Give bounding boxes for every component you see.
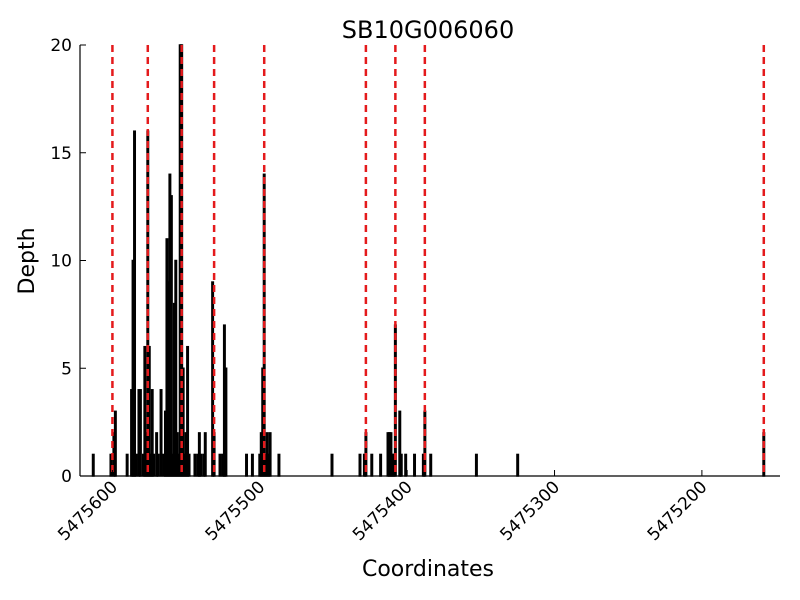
x-tick-label-2: 5475400 <box>349 477 417 545</box>
depth-bar-8 <box>134 453 138 477</box>
depth-bar-51 <box>224 367 228 477</box>
depth-bar-68 <box>379 453 383 477</box>
depth-bar-39 <box>187 453 191 477</box>
depth-bar-62 <box>277 453 281 477</box>
y-axis-label: Depth <box>15 227 40 294</box>
depth-bar-63 <box>330 453 334 477</box>
x-axis-label: Coordinates <box>362 557 494 582</box>
x-tick-label-1: 5475500 <box>202 477 270 545</box>
depth-bar-27 <box>169 195 173 477</box>
x-tick-label-0: 5475600 <box>54 477 122 545</box>
depth-bar-20 <box>156 453 160 477</box>
y-tick-label-3: 15 <box>50 144 72 164</box>
depth-bar-61 <box>268 432 272 477</box>
depth-bar-18 <box>152 453 156 477</box>
depth-bar-67 <box>370 453 374 477</box>
depth-bar-83 <box>516 453 520 477</box>
depth-bar-43 <box>199 453 203 477</box>
depth-bar-64 <box>358 453 362 477</box>
depth-bar-45 <box>203 432 207 477</box>
y-tick-label-4: 20 <box>50 36 72 56</box>
bars-layer <box>91 44 766 477</box>
depth-bar-81 <box>429 453 433 477</box>
x-tick-label-3: 5475300 <box>496 477 564 545</box>
axes-layer <box>79 45 780 477</box>
depth-bar-7 <box>133 130 137 477</box>
depth-bar-10 <box>138 389 142 477</box>
reference-lines-layer <box>111 45 766 476</box>
depth-bar-0 <box>91 453 95 477</box>
depth-bar-4 <box>125 453 129 477</box>
depth-bar-78 <box>413 453 417 477</box>
depth-bar-53 <box>250 453 254 477</box>
y-tick-label-0: 0 <box>61 467 72 487</box>
depth-bar-3 <box>113 410 117 477</box>
depth-bar-48 <box>218 453 222 477</box>
chart-title: SB10G006060 <box>342 16 514 44</box>
depth-bar-52 <box>245 453 249 477</box>
depth-bar-77 <box>404 453 408 477</box>
depth-bar-82 <box>474 453 478 477</box>
depth-bar-76 <box>399 453 403 477</box>
y-tick-label-2: 10 <box>50 252 72 272</box>
depth-bar-40 <box>193 453 197 477</box>
x-tick-label-4: 5475200 <box>644 477 712 545</box>
depth-bar-21 <box>159 389 163 477</box>
y-tick-label-1: 5 <box>61 359 72 379</box>
